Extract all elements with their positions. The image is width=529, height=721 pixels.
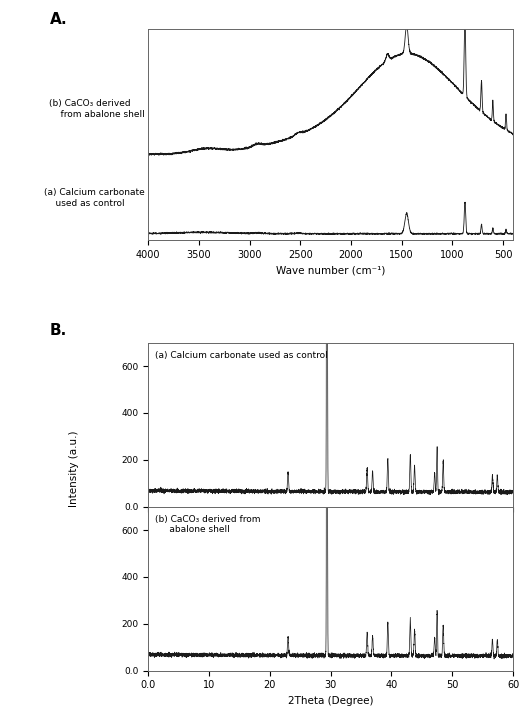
- Text: (a) Calcium carbonate used as control: (a) Calcium carbonate used as control: [156, 351, 328, 360]
- Text: Intensity (a.u.): Intensity (a.u.): [69, 430, 79, 507]
- X-axis label: Wave number (cm⁻¹): Wave number (cm⁻¹): [276, 265, 385, 275]
- Text: (a) Calcium carbonate
    used as control: (a) Calcium carbonate used as control: [44, 188, 144, 208]
- Text: A.: A.: [50, 12, 67, 27]
- Text: (b) CaCO₃ derived from
     abalone shell: (b) CaCO₃ derived from abalone shell: [156, 515, 261, 534]
- Text: B.: B.: [50, 323, 67, 338]
- X-axis label: 2Theta (Degree): 2Theta (Degree): [288, 696, 373, 706]
- Text: (b) CaCO₃ derived
    from abalone shell: (b) CaCO₃ derived from abalone shell: [49, 99, 144, 119]
